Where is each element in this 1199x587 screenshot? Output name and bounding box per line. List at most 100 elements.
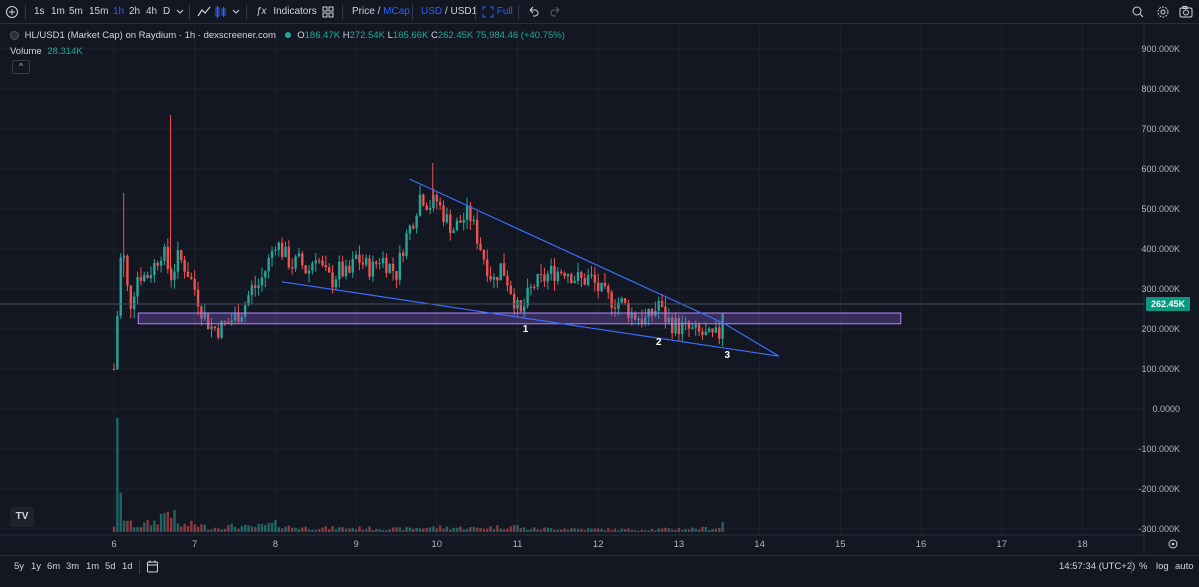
candle-body bbox=[166, 246, 169, 269]
candle-body bbox=[395, 271, 398, 280]
volume-bar bbox=[472, 526, 475, 532]
candle-body bbox=[425, 205, 428, 210]
candle-body bbox=[482, 250, 486, 260]
indicators-button[interactable]: ƒx Indicators bbox=[256, 0, 317, 24]
candle-body bbox=[479, 243, 482, 251]
interval-1s[interactable]: 1s bbox=[34, 6, 45, 17]
price-mcap-toggle[interactable]: Price / MCap bbox=[352, 0, 410, 24]
goto-realtime-button[interactable] bbox=[1168, 539, 1178, 549]
volume-bar bbox=[502, 529, 506, 532]
interval-d[interactable]: D bbox=[163, 6, 171, 17]
tradingview-logo[interactable]: TV bbox=[10, 507, 34, 527]
range-5d[interactable]: 5d bbox=[105, 561, 116, 572]
screenshot-button[interactable] bbox=[1179, 0, 1193, 24]
fullscreen-icon bbox=[482, 6, 494, 18]
candle-body bbox=[623, 298, 627, 303]
volume-bar bbox=[630, 529, 634, 532]
volume-bar bbox=[361, 529, 365, 532]
candle-body bbox=[163, 246, 166, 261]
interval-4h[interactable]: 4h bbox=[146, 6, 158, 17]
price-chart[interactable]: 123 900.000K800.000K700.000K600.000K500.… bbox=[0, 25, 1199, 553]
candle-body bbox=[119, 257, 122, 316]
candle-body bbox=[657, 300, 660, 311]
volume-bar bbox=[129, 520, 133, 532]
indicators-label: Indicators bbox=[273, 6, 317, 17]
price-tick-label: 0.0000 bbox=[1152, 404, 1180, 414]
candle-body bbox=[270, 250, 274, 258]
candle-body bbox=[687, 321, 691, 329]
candle-body bbox=[233, 312, 237, 321]
candle-body bbox=[351, 258, 354, 273]
price-tick-label: 100.000K bbox=[1141, 364, 1180, 374]
interval-5m[interactable]: 5m bbox=[69, 6, 83, 17]
mcap-label: MCap bbox=[383, 6, 410, 17]
range-1y[interactable]: 1y bbox=[31, 561, 42, 572]
range-3m[interactable]: 3m bbox=[66, 561, 80, 572]
candle-body bbox=[677, 318, 681, 335]
chart-type-candles-button[interactable] bbox=[214, 0, 228, 24]
annotation-label: 3 bbox=[725, 350, 731, 361]
interval-2h[interactable]: 2h bbox=[129, 6, 141, 17]
range-6m[interactable]: 6m bbox=[47, 561, 61, 572]
time-tick-label: 17 bbox=[996, 539, 1007, 550]
layouts-button[interactable] bbox=[321, 0, 335, 24]
timezone-button[interactable]: 14:57:34 (UTC+2) bbox=[1059, 561, 1136, 572]
candle-body bbox=[240, 316, 243, 323]
auto-toggle[interactable]: auto bbox=[1175, 561, 1194, 572]
volume-bar bbox=[193, 524, 196, 532]
log-toggle[interactable]: log bbox=[1156, 561, 1169, 572]
volume-bar bbox=[358, 526, 361, 532]
volume-bar bbox=[291, 527, 294, 532]
interval-1m[interactable]: 1m bbox=[51, 6, 65, 17]
candle-body bbox=[206, 313, 210, 329]
candle-body bbox=[361, 262, 365, 265]
candle-body bbox=[486, 259, 489, 276]
candle-body bbox=[607, 286, 610, 293]
volume-bar bbox=[126, 520, 129, 532]
candle-body bbox=[452, 230, 455, 233]
redo-button[interactable] bbox=[550, 0, 562, 24]
volume-bar bbox=[640, 529, 644, 532]
volume-bar bbox=[586, 528, 590, 532]
interval-15m[interactable]: 15m bbox=[89, 6, 109, 17]
legend-title[interactable]: HL/USD1 (Market Cap) on Raydium · 1h · d… bbox=[24, 30, 276, 41]
add-symbol-button[interactable] bbox=[5, 0, 19, 24]
volume-bar bbox=[348, 528, 351, 532]
interval-dropdown-button[interactable] bbox=[176, 0, 184, 24]
candle-body bbox=[613, 307, 617, 309]
range-5y[interactable]: 5y bbox=[14, 561, 25, 572]
candle-body bbox=[287, 246, 291, 268]
volume-bar bbox=[691, 527, 694, 532]
fullscreen-button[interactable]: Full bbox=[482, 0, 513, 24]
candle-body bbox=[418, 194, 422, 216]
price-tick-label: 900.000K bbox=[1141, 44, 1180, 54]
date-range-button[interactable] bbox=[146, 556, 159, 578]
price-tick-label: -200.000K bbox=[1138, 484, 1180, 494]
percent-toggle[interactable]: % bbox=[1139, 561, 1148, 572]
collapse-legend-button[interactable]: ^ bbox=[12, 60, 30, 74]
chart-type-line-button[interactable] bbox=[197, 0, 211, 24]
candle-body bbox=[718, 327, 721, 339]
candle-body bbox=[462, 219, 465, 223]
time-tick-label: 6 bbox=[111, 539, 116, 550]
candle-body bbox=[257, 285, 260, 288]
volume-bar bbox=[200, 524, 203, 532]
interval-1h[interactable]: 1h bbox=[113, 6, 125, 17]
undo-button[interactable] bbox=[527, 0, 539, 24]
candle-body bbox=[465, 205, 469, 220]
candle-body bbox=[391, 263, 395, 272]
range-1d[interactable]: 1d bbox=[122, 561, 133, 572]
volume-bar bbox=[644, 530, 647, 532]
quick-search-button[interactable] bbox=[1131, 0, 1145, 24]
annotations: 1 2 3 bbox=[523, 324, 731, 361]
volume-bar bbox=[459, 526, 462, 532]
currency-toggle[interactable]: USD / USD1 bbox=[421, 0, 477, 24]
chart-type-dropdown-button[interactable] bbox=[232, 0, 240, 24]
volume-bar bbox=[563, 528, 566, 532]
range-1m[interactable]: 1m bbox=[86, 561, 100, 572]
candle-body bbox=[674, 318, 677, 334]
volume-bar bbox=[146, 520, 149, 532]
settings-button[interactable] bbox=[1156, 0, 1170, 24]
trendlines bbox=[281, 178, 780, 357]
volume-bar bbox=[143, 522, 146, 532]
